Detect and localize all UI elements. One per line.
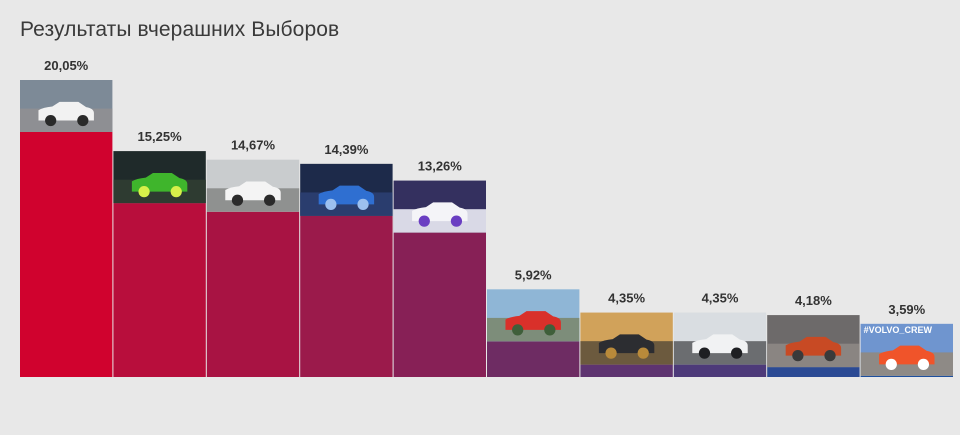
white-car-closeup-image bbox=[673, 312, 767, 365]
image-caption: #VOLVO_CREW bbox=[864, 325, 933, 335]
value-label-7: 4,35% bbox=[608, 291, 645, 306]
value-label-10: 3,59% bbox=[888, 302, 925, 317]
value-label-2: 15,25% bbox=[138, 129, 183, 144]
dark-sedan-autumn-image bbox=[580, 312, 673, 365]
red-car-parking-image bbox=[487, 289, 580, 342]
value-label-5: 13,26% bbox=[418, 159, 463, 174]
bar-3 bbox=[206, 211, 300, 377]
bar-8 bbox=[673, 364, 767, 377]
bar-6 bbox=[487, 341, 580, 377]
bar-4 bbox=[300, 215, 393, 377]
green-bmw-image bbox=[113, 151, 206, 204]
bar-5 bbox=[393, 232, 486, 377]
white-hatchback-image bbox=[20, 80, 113, 132]
bar-2 bbox=[113, 203, 206, 377]
value-label-6: 5,92% bbox=[515, 267, 552, 282]
blue-car-engine-image bbox=[300, 163, 393, 216]
bar-9 bbox=[767, 367, 860, 377]
value-label-1: 20,05% bbox=[44, 58, 89, 73]
orange-volvo-image bbox=[860, 323, 953, 376]
value-label-3: 14,67% bbox=[231, 138, 276, 153]
white-race-livery-car-image bbox=[206, 159, 300, 212]
orange-suv-image bbox=[767, 315, 860, 368]
chart-title: Результаты вчерашних Выборов bbox=[20, 18, 340, 41]
bar-7 bbox=[580, 364, 673, 377]
value-label-8: 4,35% bbox=[702, 291, 739, 306]
bar-10 bbox=[860, 375, 953, 377]
value-label-4: 14,39% bbox=[324, 142, 369, 157]
value-label-9: 4,18% bbox=[795, 293, 832, 308]
bar-1 bbox=[20, 132, 113, 377]
white-purple-car-image bbox=[393, 180, 486, 233]
